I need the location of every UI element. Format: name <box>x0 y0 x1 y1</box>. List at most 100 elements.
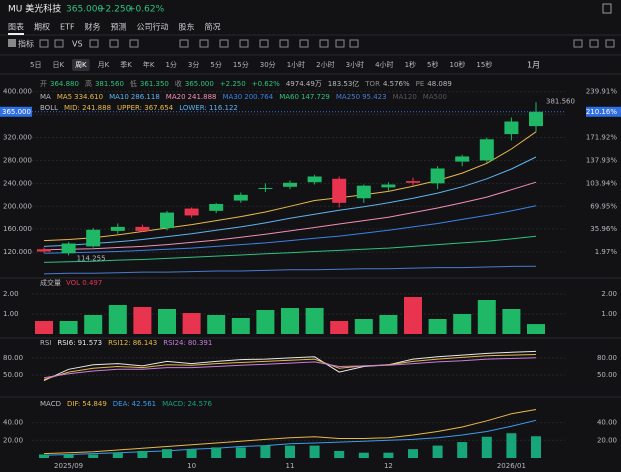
x-tick-label: 2025/09 <box>54 462 83 470</box>
timeframe[interactable]: 5日 <box>30 61 41 69</box>
candle-body <box>233 194 248 201</box>
legend-value: 241.888 <box>188 93 217 101</box>
volume-bar <box>281 308 299 334</box>
quote-label: 开 <box>40 80 47 88</box>
candle-body <box>430 168 445 184</box>
indicator-icon[interactable] <box>8 39 16 47</box>
legend-value: 86.143 <box>133 339 158 347</box>
macd-bar <box>334 450 345 458</box>
macd-bar <box>432 445 443 458</box>
y2-tick-label: 35.96% <box>590 225 617 233</box>
change-pct: +0.62% <box>128 5 165 15</box>
macd-bar <box>260 445 271 458</box>
timeframe[interactable]: 1秒 <box>405 60 416 69</box>
volume-bar <box>330 321 349 334</box>
timeframe[interactable]: 5秒 <box>427 60 438 69</box>
tab[interactable]: 简况 <box>205 22 221 32</box>
timeframe[interactable]: 3小时 <box>346 60 364 69</box>
candle-body <box>37 249 51 252</box>
range-button[interactable]: 1月 <box>527 61 540 70</box>
indicator-button[interactable]: 指标 <box>18 39 34 49</box>
legend-name: MA10 <box>109 93 129 101</box>
volume-bar <box>354 319 373 334</box>
candle-body <box>160 212 174 229</box>
candle-body <box>406 181 420 183</box>
tab[interactable]: 股东 <box>179 22 195 32</box>
legend-value: 147.729 <box>301 93 330 101</box>
timeframe[interactable]: 季K <box>120 60 132 69</box>
symbol: MU 美光科技 <box>8 3 61 15</box>
y2-tick-label: 69.95% <box>590 202 617 210</box>
volume-bar <box>207 315 226 334</box>
legend-value: 24.576 <box>187 400 212 408</box>
boll-legend: BOLL <box>40 104 58 112</box>
y-tick-label: 20.00 <box>3 436 23 444</box>
tab[interactable]: 公司行动 <box>137 22 169 32</box>
timeframe[interactable]: 10秒 <box>450 60 466 69</box>
timeframe[interactable]: 月K <box>98 61 110 69</box>
indicator-line <box>43 409 537 455</box>
y2-tick-label: 1.00 <box>601 310 617 318</box>
timeframe[interactable]: 3分 <box>188 60 199 69</box>
quote-value: 381.560 <box>95 80 124 88</box>
timeframe[interactable]: 周K <box>75 61 87 69</box>
tab[interactable]: 图表 <box>8 22 24 32</box>
drawing-tools[interactable] <box>39 39 615 48</box>
legend-title: MA <box>40 93 51 101</box>
price: 365.000 <box>66 5 103 15</box>
indicator-line <box>43 354 537 380</box>
legend-value: 95.423 <box>362 93 387 101</box>
y2-tick-label: 171.92% <box>586 134 617 142</box>
timeframe[interactable]: 5分 <box>210 60 221 69</box>
x-tick-label: 11 <box>286 462 295 470</box>
timeframe[interactable]: 30分 <box>260 60 276 69</box>
exit-icon[interactable] <box>602 3 612 14</box>
indicator-line <box>43 419 537 456</box>
panel-title: RSI <box>40 339 51 347</box>
tab-underline <box>8 33 24 35</box>
macd-bar <box>112 452 123 458</box>
timeframe[interactable]: 1分 <box>165 60 176 69</box>
panel-title: 成交量 <box>40 278 61 287</box>
tab[interactable]: 财务 <box>85 22 101 32</box>
quote-label: TOR <box>364 80 380 88</box>
timeframe[interactable]: 15秒 <box>476 60 492 69</box>
legend-value: 54.849 <box>82 400 107 408</box>
tab[interactable]: ETF <box>60 23 75 32</box>
indicator-line <box>43 350 537 382</box>
y2-tick-label: 50.00 <box>597 371 617 379</box>
quote-value: 48.089 <box>427 80 452 88</box>
timeframe[interactable]: 1小时 <box>287 60 305 69</box>
change: +2.250 <box>98 5 132 15</box>
timeframe[interactable]: 4小时 <box>375 60 393 69</box>
y2-tick-label: 137.93% <box>586 156 617 164</box>
legend-name: DEA: <box>113 400 130 408</box>
macd-bar <box>137 450 148 458</box>
legend-name: MA30 <box>222 93 242 101</box>
timeframe[interactable]: 年K <box>143 60 155 69</box>
volume-bar <box>502 309 521 334</box>
volume-bar <box>108 305 127 334</box>
x-tick-label: 2026/01 <box>497 462 526 470</box>
vs-button[interactable]: VS <box>72 40 83 49</box>
volume-bar <box>59 321 78 334</box>
timeframe[interactable]: 日K <box>52 61 64 69</box>
y-tick-label: 120.000 <box>3 248 32 256</box>
legend-name: DIF: <box>67 400 80 408</box>
legend-inactive: MA500 <box>423 93 447 101</box>
y2-tick-label: 1.97% <box>595 248 618 256</box>
y2-tick-label: 103.94% <box>586 179 617 187</box>
indicator-line <box>43 156 537 247</box>
timeframe[interactable]: 15分 <box>233 60 249 69</box>
tab[interactable]: 预测 <box>111 22 127 32</box>
legend-value: 200.764 <box>244 93 273 101</box>
timeframe[interactable]: 2小时 <box>316 60 334 69</box>
candle-body <box>332 178 347 203</box>
volume-bar <box>35 321 53 334</box>
timeframe-selected <box>72 59 90 71</box>
tab[interactable]: 期权 <box>34 22 50 32</box>
quote-label: 收 <box>175 79 182 88</box>
volume-bar <box>182 313 201 334</box>
